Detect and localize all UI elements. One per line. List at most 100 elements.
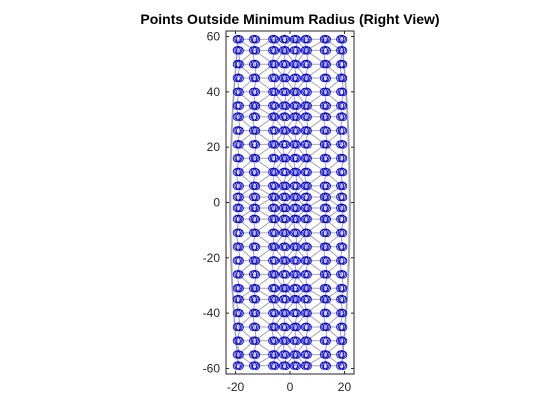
data-point — [292, 88, 301, 97]
data-point — [339, 215, 348, 224]
data-point — [339, 74, 348, 83]
data-point — [303, 350, 312, 359]
data-point — [292, 112, 301, 122]
data-point — [303, 229, 312, 238]
data-point — [235, 101, 244, 110]
mesh-line — [295, 274, 307, 289]
data-point — [292, 270, 301, 279]
data-point — [252, 229, 261, 238]
ticks-layer: -20 0 20 -60 -40 -20 0 20 40 60 — [203, 30, 354, 394]
mesh-line — [295, 326, 307, 342]
data-point — [252, 46, 261, 55]
data-point — [271, 284, 280, 293]
data-point — [303, 101, 312, 110]
data-point — [235, 336, 244, 346]
data-point — [292, 126, 301, 135]
data-point — [339, 242, 348, 252]
mesh-line — [295, 218, 307, 234]
data-point — [235, 35, 244, 44]
data-point — [235, 323, 244, 332]
data-point — [303, 112, 312, 122]
data-point — [303, 309, 312, 318]
data-point — [252, 256, 261, 265]
data-point — [235, 193, 244, 202]
mesh-line — [295, 171, 307, 187]
data-point — [322, 112, 331, 122]
data-point — [271, 215, 280, 224]
y-tick-label: 0 — [213, 196, 220, 210]
y-tick-label: 40 — [207, 85, 221, 99]
data-point — [292, 229, 301, 238]
data-point — [303, 182, 312, 191]
data-point — [322, 270, 331, 279]
data-point — [271, 168, 280, 177]
data-point — [252, 35, 261, 44]
data-point — [282, 101, 291, 110]
data-point — [252, 74, 261, 83]
data-point — [252, 323, 261, 332]
data-point — [282, 350, 291, 359]
data-point — [282, 295, 291, 304]
data-point — [252, 126, 261, 135]
data-point — [303, 140, 312, 149]
data-point — [252, 168, 261, 177]
data-point — [282, 74, 291, 83]
data-point — [322, 323, 331, 332]
data-point — [250, 112, 259, 121]
data-point — [292, 204, 301, 213]
data-point — [235, 46, 244, 55]
data-point — [339, 193, 348, 202]
data-point — [292, 60, 301, 69]
data-point — [235, 112, 244, 122]
data-point — [292, 309, 301, 318]
data-point — [282, 182, 291, 191]
data-point — [322, 101, 331, 110]
data-point — [282, 270, 291, 279]
data-point — [282, 323, 291, 332]
data-point — [280, 112, 289, 121]
data-point — [292, 295, 301, 304]
data-point — [271, 88, 280, 97]
data-point — [339, 361, 348, 370]
data-point — [235, 204, 244, 213]
data-point — [271, 229, 280, 238]
data-point — [235, 154, 244, 163]
data-point — [282, 168, 291, 177]
data-point — [271, 361, 280, 370]
data-point — [339, 154, 348, 163]
data-point — [282, 361, 291, 370]
data-point — [292, 35, 301, 44]
data-point — [271, 140, 280, 149]
data-point — [269, 112, 278, 121]
data-point — [303, 256, 312, 265]
data-point — [322, 60, 331, 69]
data-point — [303, 168, 312, 177]
data-point — [252, 270, 261, 279]
data-point — [235, 284, 244, 293]
data-point — [303, 88, 312, 97]
data-point — [292, 182, 301, 191]
data-point — [303, 295, 312, 304]
x-tick-label: 0 — [287, 380, 294, 394]
data-point — [339, 204, 348, 213]
data-point — [235, 256, 244, 265]
y-tick-label: 60 — [207, 30, 221, 44]
data-point — [252, 101, 261, 110]
data-point — [271, 270, 280, 279]
data-point — [292, 140, 301, 149]
data-point — [303, 270, 312, 279]
data-point — [303, 35, 312, 44]
mesh-line — [295, 144, 307, 159]
data-point — [235, 242, 244, 252]
data-point — [235, 295, 244, 304]
data-point — [282, 256, 291, 265]
data-point — [282, 242, 291, 252]
data-point — [339, 323, 348, 332]
data-point — [322, 242, 331, 252]
data-point — [339, 182, 348, 191]
data-point — [292, 361, 301, 370]
data-point — [292, 242, 301, 252]
data-point — [271, 60, 280, 69]
data-point — [339, 140, 348, 149]
